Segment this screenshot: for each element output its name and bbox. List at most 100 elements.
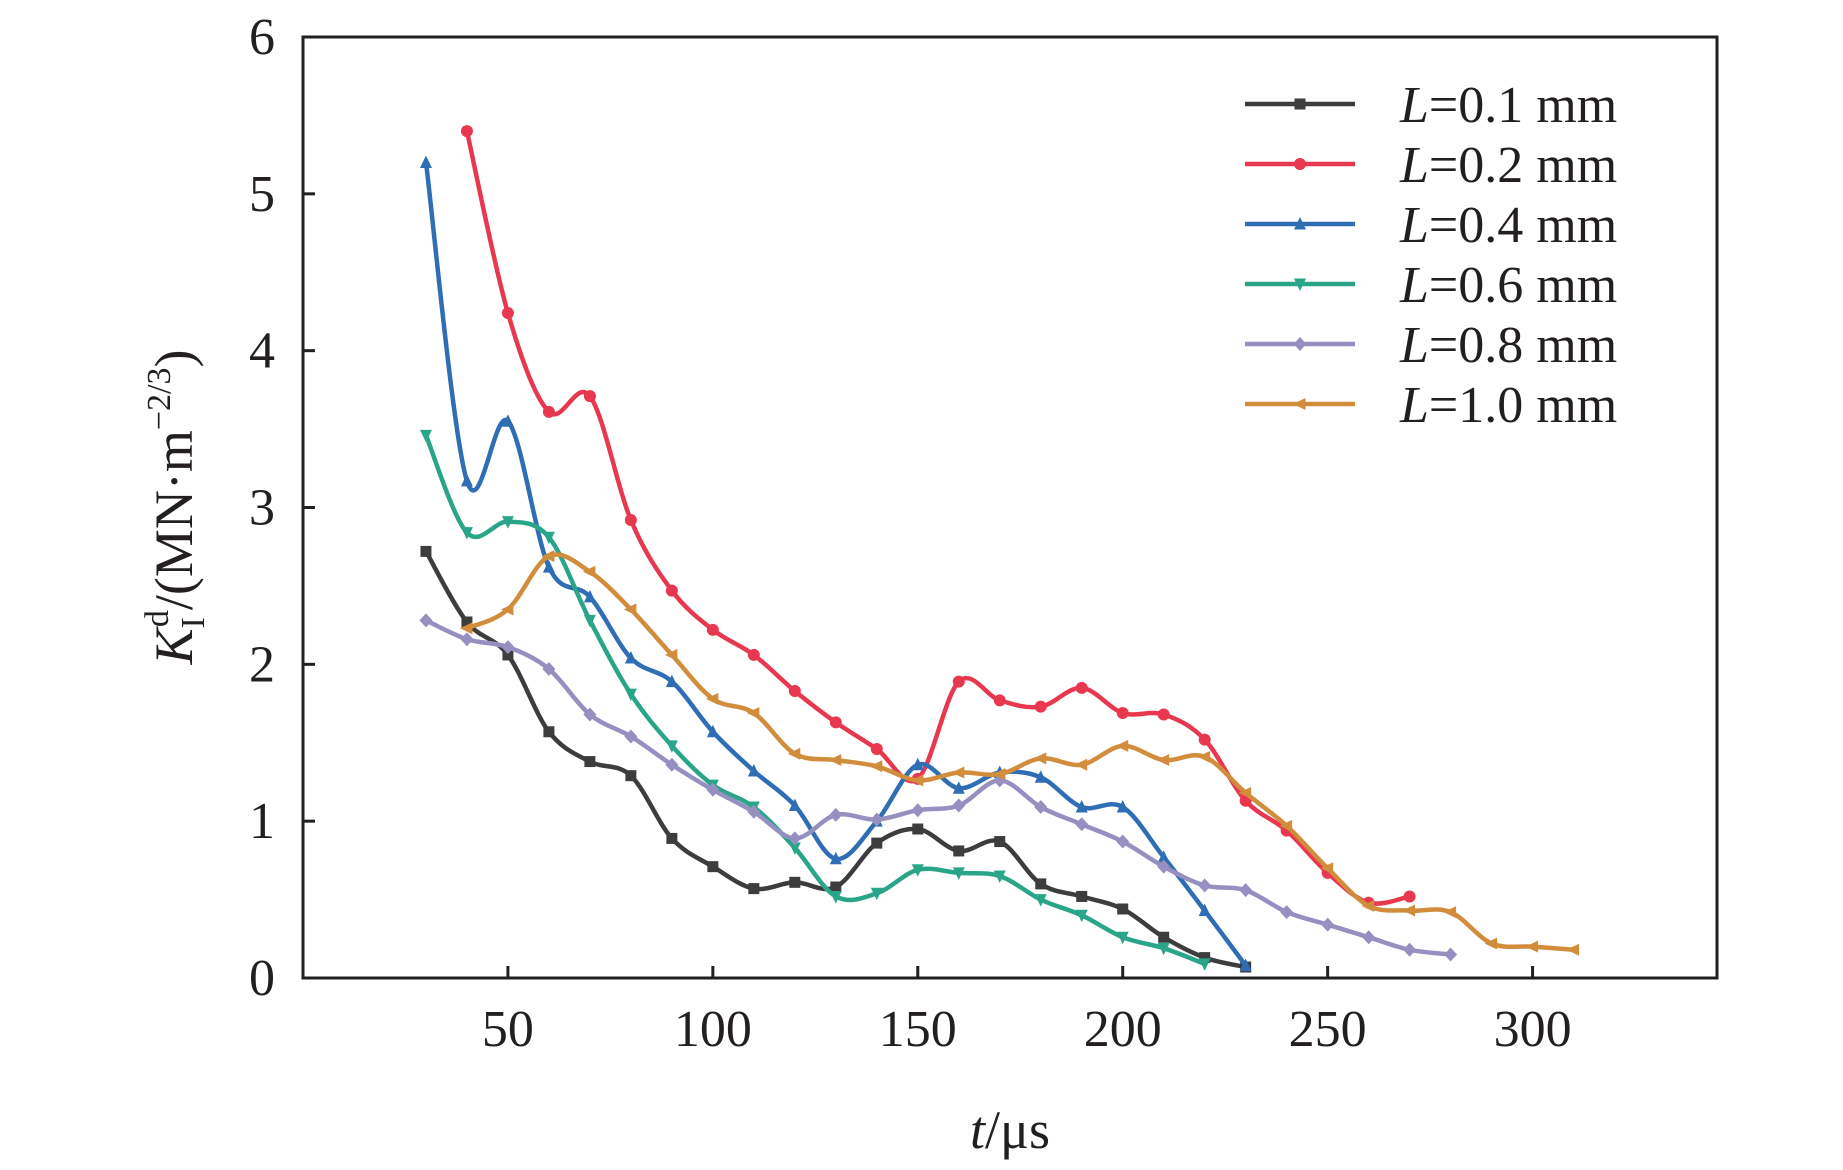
data-point <box>624 514 637 527</box>
legend-swatch-marker <box>1293 337 1307 351</box>
data-point <box>624 651 637 664</box>
data-point <box>829 716 842 729</box>
data-point <box>1198 878 1212 893</box>
legend-item: L=0.1 mm <box>1245 77 1617 134</box>
data-point <box>1198 903 1211 917</box>
data-point <box>1484 937 1498 950</box>
data-point <box>666 832 678 844</box>
legend-swatch-marker <box>1294 278 1306 291</box>
data-point <box>747 648 760 661</box>
legend-label-variable: L <box>1399 317 1429 374</box>
data-point <box>542 662 556 677</box>
x-axis-unit: /μs <box>985 1100 1050 1160</box>
legend-label: L=0.1 mm <box>1399 77 1617 134</box>
data-point <box>788 684 801 697</box>
data-point <box>1035 878 1047 890</box>
x-axis-title: t/μs <box>970 1100 1050 1160</box>
y-axis: 0 1 2 3 4 5 6 <box>249 9 315 1007</box>
data-point <box>583 589 596 603</box>
legend-swatch-marker <box>1294 98 1306 110</box>
legend-label: L=0.4 mm <box>1399 197 1617 254</box>
data-point <box>1034 894 1047 907</box>
data-point <box>1075 909 1088 923</box>
data-point <box>1157 850 1170 863</box>
data-point <box>664 648 678 661</box>
data-point <box>1280 905 1294 920</box>
data-point <box>911 803 925 818</box>
data-point <box>1075 681 1088 694</box>
data-point <box>870 887 883 901</box>
series-5 <box>419 613 1458 962</box>
data-point <box>1199 952 1211 964</box>
data-point <box>706 782 720 797</box>
data-point <box>665 674 678 688</box>
data-point <box>1361 899 1375 912</box>
data-point <box>583 390 596 403</box>
data-point <box>1116 931 1129 945</box>
data-point <box>624 729 638 744</box>
data-point <box>623 603 637 616</box>
x-axis: 50 100 150 200 250 300 <box>482 966 1572 1058</box>
data-point <box>953 845 965 857</box>
data-point <box>460 632 474 647</box>
y-tick-label: 3 <box>249 480 275 537</box>
data-point <box>1443 906 1457 919</box>
data-point <box>788 842 801 855</box>
data-point <box>1198 958 1211 971</box>
y-tick-label: 4 <box>249 323 275 380</box>
data-point <box>1566 943 1580 956</box>
data-point <box>748 883 760 895</box>
y-axis-close-paren: ) <box>144 350 204 368</box>
data-point <box>1074 758 1088 771</box>
data-point <box>1320 862 1334 875</box>
series-line <box>464 552 1576 953</box>
y-axis-superscript: d <box>139 610 176 627</box>
data-point <box>542 560 555 573</box>
data-point <box>501 414 514 427</box>
data-point <box>1238 786 1252 799</box>
data-point <box>460 473 473 487</box>
legend-label-value: =0.2 mm <box>1429 137 1617 194</box>
data-point <box>992 768 1006 781</box>
data-point <box>1034 800 1048 815</box>
x-tick-label: 50 <box>482 1001 534 1058</box>
data-point <box>624 688 637 702</box>
legend-item: L=0.6 mm <box>1245 257 1617 314</box>
y-tick-label: 1 <box>249 793 275 850</box>
data-point <box>665 740 678 753</box>
legend-label-variable: L <box>1399 137 1429 194</box>
data-point <box>1076 890 1088 902</box>
legend-label: L=0.6 mm <box>1399 257 1617 314</box>
data-point <box>1157 708 1170 721</box>
x-axis-variable: t <box>970 1100 987 1160</box>
data-point <box>829 807 843 822</box>
series-3 <box>419 155 1252 971</box>
y-tick-label: 0 <box>249 950 275 1007</box>
data-point <box>952 867 965 880</box>
data-point <box>1156 754 1170 767</box>
data-point <box>419 613 433 628</box>
data-point <box>1239 958 1252 971</box>
series-lines <box>419 125 1580 973</box>
data-point <box>460 527 473 540</box>
x-tick-label: 250 <box>1289 1001 1367 1058</box>
y-tick-label: 6 <box>249 9 275 66</box>
data-point <box>871 837 883 849</box>
data-point <box>911 757 924 771</box>
legend-swatch-marker <box>1293 398 1306 410</box>
data-point <box>584 756 596 768</box>
data-point <box>1116 706 1129 719</box>
legend-swatch-marker <box>1294 158 1306 170</box>
data-point <box>459 622 473 635</box>
data-point <box>910 774 924 787</box>
data-point <box>830 881 842 893</box>
legend-label: L=1.0 mm <box>1399 377 1617 434</box>
legend-label-value: =1.0 mm <box>1429 377 1617 434</box>
legend-item: L=0.8 mm <box>1245 317 1617 374</box>
data-point <box>705 692 719 705</box>
data-point <box>1403 890 1416 903</box>
data-point <box>1157 859 1171 874</box>
data-point <box>541 550 555 563</box>
y-tick-label: 2 <box>249 636 275 693</box>
